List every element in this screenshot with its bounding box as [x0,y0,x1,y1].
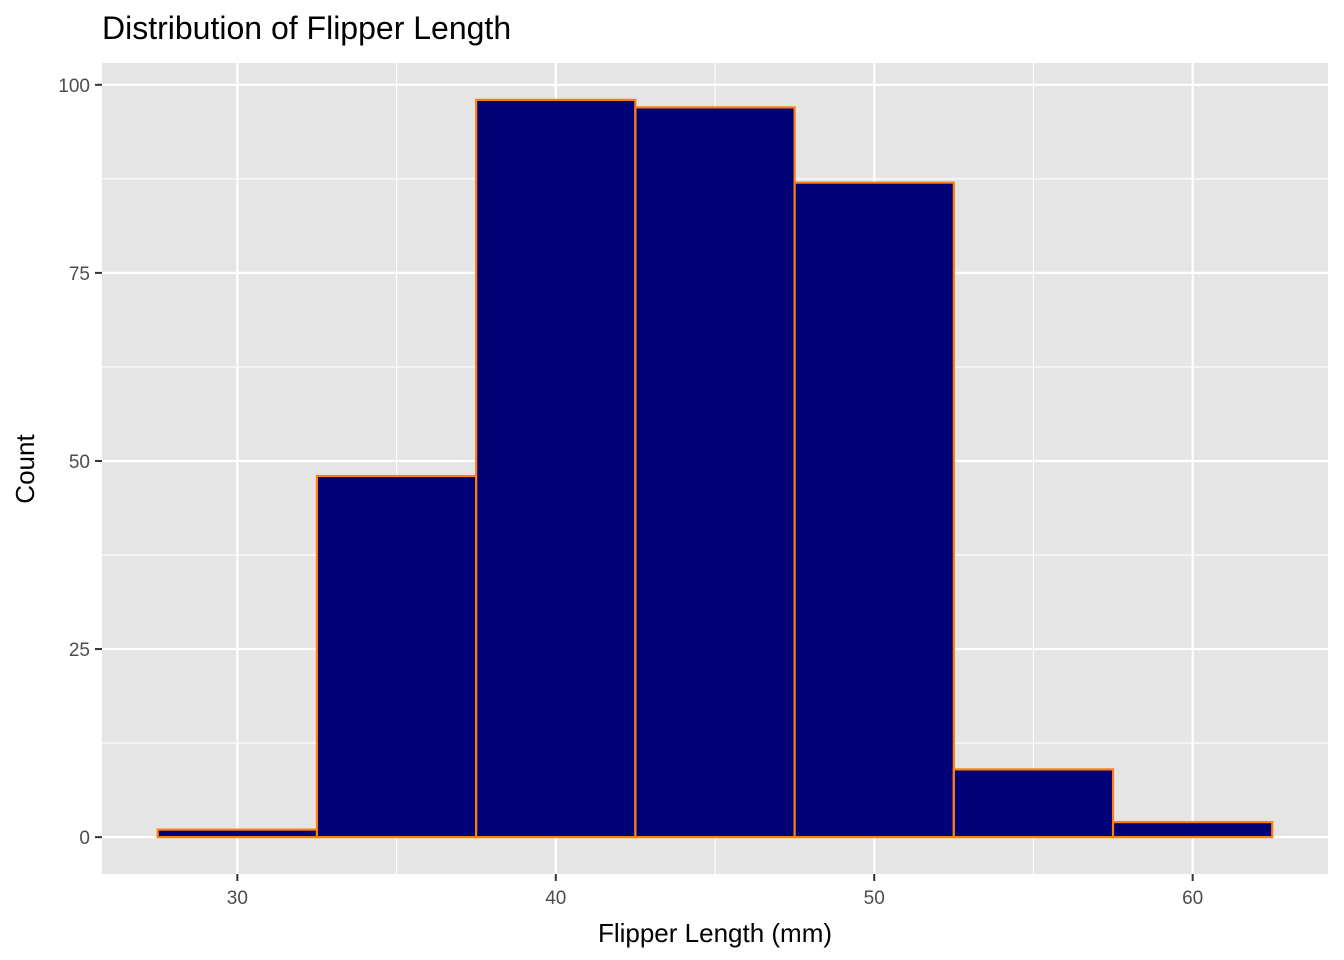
y-tick-label: 0 [79,828,90,849]
y-tick-label: 75 [69,264,90,285]
x-axis: 30 40 50 60 [227,874,1203,909]
y-tick-label: 50 [69,452,90,473]
x-tick-label: 60 [1182,888,1203,909]
histogram-bar [156,828,319,839]
histogram-bars [156,98,1274,839]
y-tick-label: 100 [58,76,90,97]
x-tick-label: 30 [227,888,248,909]
y-axis: 0 25 50 75 100 [58,76,102,849]
x-axis-title: Flipper Length (mm) [598,918,832,948]
x-tick-label: 50 [864,888,885,909]
histogram-bar [793,181,955,839]
histogram-bar [1111,820,1274,839]
y-axis-title: Count [10,434,40,504]
chart-title: Distribution of Flipper Length [102,10,511,46]
histogram-bar [315,474,478,839]
x-tick-label: 40 [545,888,566,909]
histogram-bar [475,98,637,839]
histogram-bar [634,106,796,839]
histogram-bar [952,768,1115,839]
y-tick-label: 25 [69,640,90,661]
